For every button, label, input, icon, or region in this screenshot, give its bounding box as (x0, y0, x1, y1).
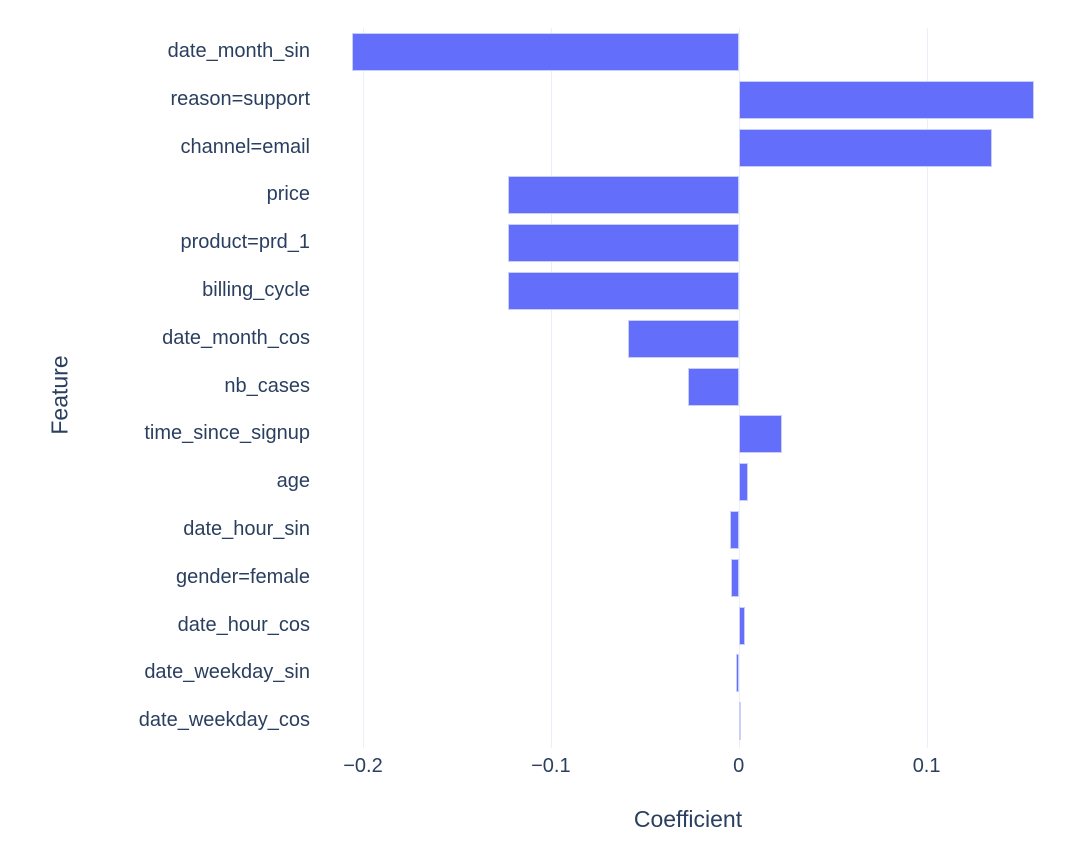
bar[interactable] (738, 128, 993, 167)
bar[interactable] (351, 32, 739, 71)
bar[interactable] (688, 367, 739, 406)
gridline (550, 28, 552, 748)
plot-area (316, 28, 1060, 748)
y-tick-label: reason=support (170, 87, 310, 110)
bar[interactable] (735, 654, 739, 693)
x-tick-label: −0.2 (343, 755, 383, 777)
bar[interactable] (627, 319, 739, 358)
bar[interactable] (507, 176, 739, 215)
y-axis-title: Feature (46, 354, 73, 435)
y-tick-label: date_weekday_cos (138, 709, 310, 732)
bar[interactable] (738, 702, 741, 741)
y-tick-label: billing_cycle (202, 278, 310, 301)
y-tick-label: product=prd_1 (180, 231, 310, 254)
y-tick-label: date_hour_cos (177, 613, 310, 636)
y-tick-label: date_weekday_sin (144, 661, 310, 684)
bar[interactable] (731, 558, 739, 597)
bar[interactable] (738, 463, 749, 502)
gridline (362, 28, 364, 748)
bar[interactable] (730, 510, 739, 549)
y-tick-label: age (276, 470, 310, 493)
y-tick-label: time_since_signup (144, 422, 310, 445)
bar[interactable] (738, 415, 782, 454)
bar[interactable] (738, 80, 1034, 119)
bar[interactable] (507, 224, 739, 263)
y-tick-label: price (266, 183, 310, 206)
gridline (926, 28, 928, 748)
x-axis-title: Coefficient (633, 806, 743, 832)
x-tick-label: 0 (733, 755, 745, 777)
bar[interactable] (507, 271, 739, 310)
y-tick-label: date_hour_sin (183, 517, 310, 540)
y-tick-label: nb_cases (224, 374, 310, 397)
y-tick-label: date_month_cos (162, 326, 310, 349)
bar[interactable] (738, 606, 746, 645)
y-tick-label: date_month_sin (167, 39, 310, 62)
gridline (738, 28, 740, 748)
y-tick-label: gender=female (176, 565, 310, 588)
x-tick-label: −0.1 (531, 755, 571, 777)
x-tick-label: 0.1 (912, 755, 941, 777)
y-tick-label: channel=email (180, 135, 310, 158)
